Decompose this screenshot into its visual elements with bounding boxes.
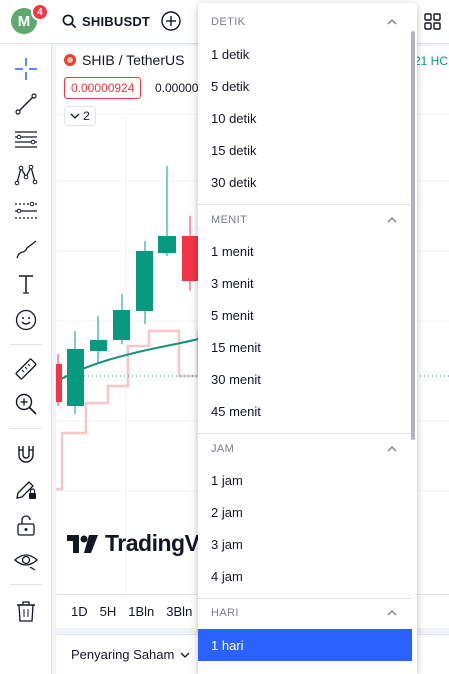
plus-circle-icon: [161, 11, 181, 31]
interval-2-hours[interactable]: 2 jam: [211, 504, 243, 520]
section-title: DETIK: [211, 16, 246, 28]
eye-icon: [14, 554, 38, 571]
interval-30-minutes[interactable]: 30 menit: [211, 371, 261, 387]
icon-tool[interactable]: [13, 307, 39, 333]
smiley-icon: [15, 309, 37, 331]
interval-1-second[interactable]: 1 detik: [211, 46, 250, 62]
stock-screener-tab[interactable]: Penyaring Saham: [71, 647, 190, 662]
symbol-search-button[interactable]: SHIBUSDT: [62, 11, 150, 31]
dropdown-scrollbar[interactable]: [411, 31, 415, 440]
chevron-up-icon: [387, 610, 397, 616]
chevron-up-icon: [387, 217, 397, 223]
section-header-seconds[interactable]: DETIK: [198, 6, 410, 38]
interval-15-seconds[interactable]: 15 detik: [211, 142, 257, 158]
projection-tool[interactable]: [13, 198, 39, 224]
candles: [56, 166, 198, 414]
magnet-tool[interactable]: [13, 441, 39, 467]
section-divider: [198, 433, 412, 434]
section-divider: [198, 598, 412, 599]
interval-1-minute[interactable]: 1 menit: [211, 243, 254, 259]
text-tool[interactable]: [13, 271, 39, 297]
section-title: HARI: [211, 607, 239, 619]
interval-3-minutes[interactable]: 3 menit: [211, 275, 254, 291]
pencil-lock-icon: [16, 481, 36, 499]
shib-coin-icon: [64, 54, 76, 66]
fib-tool[interactable]: [13, 126, 39, 152]
brush-icon: [16, 240, 37, 259]
legend-collapse-button[interactable]: 2: [64, 106, 96, 126]
lock-drawing-tool[interactable]: [13, 476, 39, 502]
layout-button[interactable]: [423, 12, 443, 32]
zoom-tool[interactable]: [13, 391, 39, 417]
magnet-icon: [18, 446, 34, 463]
interval-dropdown: DETIK 1 detik 5 detik 10 detik 15 detik …: [198, 3, 417, 674]
tradingview-logo-icon: [67, 534, 98, 553]
unlock-icon: [17, 515, 35, 536]
interval-5-seconds[interactable]: 5 detik: [211, 78, 250, 94]
interval-4-hours[interactable]: 4 jam: [211, 568, 243, 584]
hide-drawings-tool[interactable]: [13, 547, 39, 573]
section-header-hours[interactable]: JAM: [198, 433, 410, 465]
timeframe-1d[interactable]: 1D: [71, 604, 88, 619]
section-header-minutes[interactable]: MENIT: [198, 204, 410, 236]
text-icon: [19, 275, 33, 294]
section-title: MENIT: [211, 214, 248, 226]
toolbar-divider: [10, 344, 42, 345]
sell-price-button[interactable]: 0.00000924: [64, 77, 142, 99]
notification-badge: 4: [31, 3, 49, 21]
stepped-indicator-line: [56, 329, 200, 491]
timeframe-1bln[interactable]: 1Bln: [128, 604, 155, 619]
trend-line-icon: [15, 93, 37, 115]
compare-symbol-button[interactable]: [160, 10, 182, 32]
toolbar-divider: [10, 428, 42, 429]
symbol-label: SHIBUSDT: [82, 13, 151, 29]
stock-screener-label: Penyaring Saham: [71, 647, 175, 662]
crosshair-icon: [15, 58, 37, 80]
horizontal-lines-icon: [15, 131, 37, 148]
remove-drawings-tool[interactable]: [13, 598, 39, 624]
toolbar-divider: [10, 584, 42, 585]
interval-1-day[interactable]: 1 hari: [198, 629, 412, 661]
interval-5-minutes[interactable]: 5 menit: [211, 307, 254, 323]
section-divider: [198, 204, 412, 205]
interval-15-minutes[interactable]: 15 menit: [211, 339, 261, 355]
interval-45-minutes[interactable]: 45 menit: [211, 403, 261, 419]
section-header-days[interactable]: HARI: [198, 597, 410, 629]
pattern-icon: [14, 164, 38, 186]
drawing-toolbar: [0, 44, 52, 674]
timeframe-3bln[interactable]: 3Bln: [166, 604, 193, 619]
crosshair-tool[interactable]: [13, 56, 39, 82]
lock-all-tool[interactable]: [13, 512, 39, 538]
ruler-icon: [15, 358, 37, 380]
legend-values: 21 HC: [414, 54, 449, 68]
interval-30-seconds[interactable]: 30 detik: [211, 174, 257, 190]
interval-3-hours[interactable]: 3 jam: [211, 536, 243, 552]
collapsed-indicator-count: 2: [83, 109, 90, 123]
trash-icon: [17, 601, 35, 622]
pattern-tool[interactable]: [13, 162, 39, 188]
chart-legend[interactable]: SHIB / TetherUS: [64, 52, 184, 68]
chevron-down-icon: [180, 652, 190, 658]
search-icon: [62, 14, 77, 28]
pair-title: SHIB / TetherUS: [82, 52, 185, 68]
chevron-up-icon: [387, 446, 397, 452]
zoom-in-icon: [15, 393, 37, 415]
chevron-up-icon: [387, 19, 397, 25]
tradingview-logo-text: TradingVi: [105, 530, 205, 556]
chevron-down-icon: [70, 113, 80, 119]
buy-price-button[interactable]: 0.0000092: [155, 81, 212, 95]
forecast-icon: [15, 201, 37, 219]
grid-icon: [424, 13, 441, 30]
interval-10-seconds[interactable]: 10 detik: [211, 110, 257, 126]
interval-1-hour[interactable]: 1 jam: [211, 472, 243, 488]
brush-tool[interactable]: [13, 236, 39, 262]
trend-line-tool[interactable]: [13, 91, 39, 117]
timeframe-5h[interactable]: 5H: [99, 604, 117, 619]
tradingview-logo[interactable]: TradingVi: [67, 530, 205, 557]
section-title: JAM: [211, 443, 235, 455]
measure-tool[interactable]: [13, 356, 39, 382]
